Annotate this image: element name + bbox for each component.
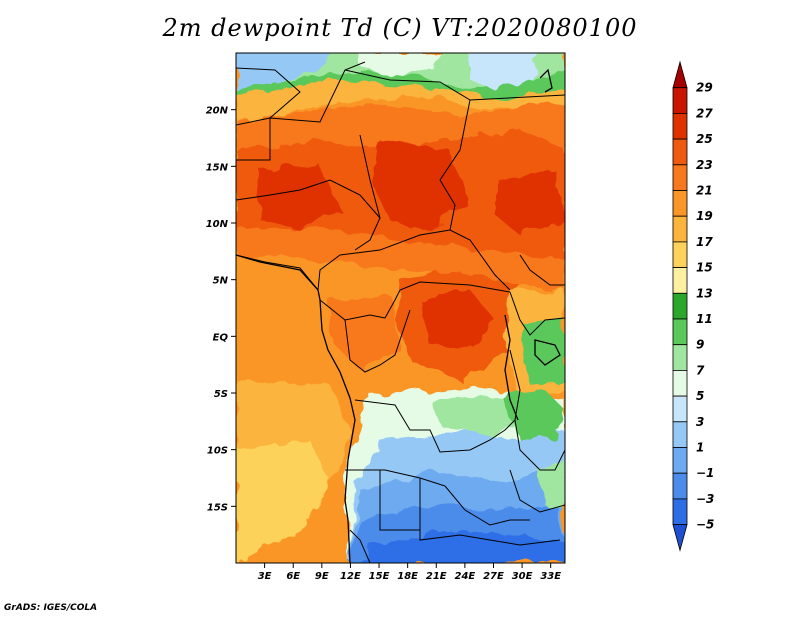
dewpoint-field	[236, 53, 565, 563]
colorbar-swatch	[672, 87, 688, 114]
colorbar-label: 15	[696, 261, 713, 275]
y-tick-label: 15S	[207, 502, 228, 513]
colorbar-swatch	[672, 344, 688, 371]
colorbar-label: 9	[696, 338, 704, 352]
colorbar-label: 19	[696, 209, 713, 223]
x-tick-label: 6E	[286, 571, 300, 582]
colorbar-swatch	[672, 267, 688, 294]
colorbar-swatch	[672, 113, 688, 140]
colorbar-label: 1	[696, 441, 704, 455]
colorbar-swatch	[672, 190, 688, 217]
x-tick-label: 33E	[540, 571, 561, 582]
colorbar-label: −1	[696, 466, 714, 480]
y-tick-label: 15N	[206, 162, 229, 173]
colorbar-label: 27	[696, 106, 713, 120]
latitude-axis: 20N 15N 10N 5N EQ 5S 10S 15S	[206, 106, 236, 513]
colorbar-label: 23	[696, 158, 713, 172]
colorbar-swatch	[672, 60, 688, 89]
colorbar-label: 11	[696, 312, 713, 326]
map-title: 2m dewpoint Td (C) VT:2020080100	[162, 14, 638, 42]
x-tick-label: 27E	[483, 571, 504, 582]
colorbar-label: 25	[696, 132, 713, 146]
x-tick-label: 15E	[369, 571, 390, 582]
colorbar-label: 5	[696, 389, 704, 403]
x-tick-label: 21E	[426, 571, 447, 582]
colorbar-label: −3	[696, 492, 714, 506]
colorbar-swatch	[672, 318, 688, 346]
y-tick-label: EQ	[213, 332, 229, 343]
colorbar-swatch	[672, 472, 688, 500]
colorbar-label: 17	[696, 235, 713, 249]
y-tick-label: 10S	[207, 446, 228, 457]
x-tick-label: 30E	[512, 571, 533, 582]
y-tick-label: 20N	[206, 106, 229, 117]
coastline	[236, 68, 561, 563]
colorbar-swatch	[672, 421, 688, 448]
colorbar-label: 21	[696, 184, 713, 198]
colorbar-label: 13	[696, 286, 713, 300]
y-tick-label: 5S	[214, 389, 228, 400]
x-tick-label: 12E	[340, 571, 361, 582]
colorbar: 29 27 25 23 21 19 17 15 13 11 9 7 5 3 1 −1 −3 −5	[672, 60, 714, 552]
colorbar-swatch	[672, 215, 688, 243]
y-tick-label: 5N	[213, 276, 229, 287]
country-borders	[236, 61, 565, 563]
colorbar-swatch	[672, 164, 688, 191]
colorbar-swatch	[672, 447, 688, 474]
x-tick-label: 9E	[315, 571, 329, 582]
grads-credit: GrADS: IGES/COLA	[4, 603, 98, 613]
colorbar-label: −5	[696, 518, 714, 532]
x-tick-label: 18E	[397, 571, 418, 582]
x-tick-label: 24E	[454, 571, 475, 582]
colorbar-swatch	[672, 395, 688, 423]
y-tick-label: 10N	[206, 219, 229, 230]
longitude-axis: 3E 6E 9E 12E 15E 18E 21E 24E 27E 30E 33E	[258, 563, 561, 582]
colorbar-swatch	[672, 369, 688, 397]
colorbar-label: 29	[696, 81, 713, 95]
colorbar-swatch	[672, 138, 688, 166]
colorbar-swatch	[672, 241, 688, 268]
colorbar-swatch	[672, 524, 688, 552]
x-tick-label: 3E	[258, 571, 272, 582]
colorbar-label: 7	[696, 363, 705, 377]
map-frame	[235, 52, 566, 564]
colorbar-swatch	[672, 498, 688, 525]
colorbar-label: 3	[696, 415, 704, 429]
colorbar-swatch	[672, 292, 688, 320]
